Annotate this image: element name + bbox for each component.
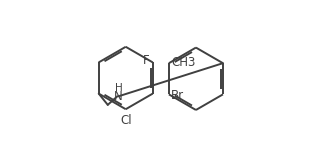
Text: Br: Br	[171, 89, 184, 102]
Text: H: H	[115, 83, 122, 93]
Text: N: N	[114, 90, 123, 103]
Text: Cl: Cl	[120, 114, 131, 127]
Text: F: F	[143, 54, 150, 67]
Text: CH3: CH3	[171, 56, 196, 69]
